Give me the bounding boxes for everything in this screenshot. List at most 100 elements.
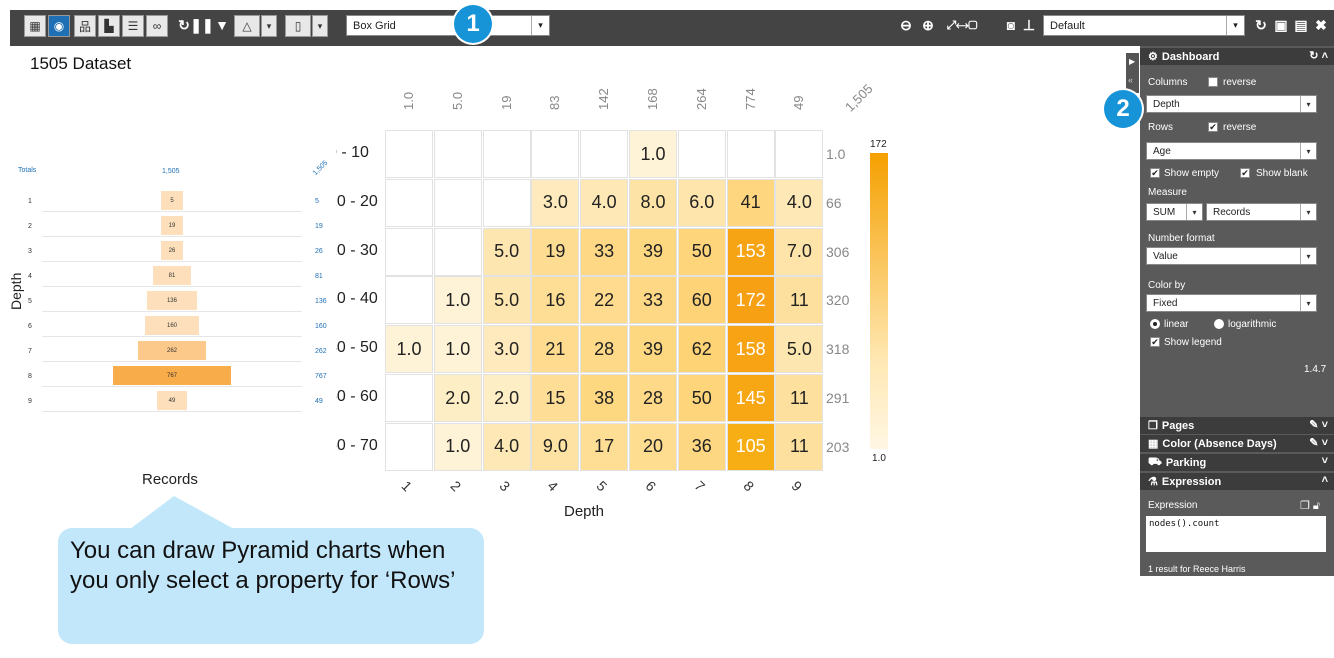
panel-collapse-strip[interactable]: ▶ « [1126,53,1139,93]
grid-cell[interactable]: 5.0 [482,276,531,325]
pyramid-bar[interactable]: 262 [137,341,207,360]
grid-cell[interactable]: 4.0 [775,178,824,227]
parking-header[interactable]: ⛟ Parking ˅ [1140,454,1334,471]
copy-unlock-icon[interactable]: ❐ 🔓︎ [1300,500,1321,512]
grid-cell[interactable]: 38 [580,374,629,422]
edit-collapse-icon[interactable]: ✎ ˅ [1309,419,1328,431]
list-icon[interactable]: ☰ [122,15,144,37]
grid-cell[interactable]: 60 [677,276,726,325]
expression-header[interactable]: ⚗ Expression ˄ [1140,473,1334,490]
grid-cell[interactable]: 3.0 [531,178,580,227]
columns-select[interactable]: Depth ▾ [1146,95,1317,113]
grid-cell[interactable]: 39 [629,227,677,276]
grid-cell[interactable]: 172 [726,276,775,325]
grid-cell[interactable] [385,422,433,471]
hierarchy-icon[interactable]: 品 [74,15,96,37]
grid-cell[interactable]: 62 [677,325,726,374]
close-icon[interactable]: ✖ [1315,16,1327,33]
grid-cell[interactable]: 1.0 [433,422,482,471]
grid-cell[interactable]: 11 [775,374,824,422]
grid-cell[interactable] [433,227,482,276]
grid-cell[interactable]: 5.0 [482,227,531,276]
grid-cell[interactable]: 105 [726,422,775,471]
refresh-icon[interactable]: ↻ [178,16,190,33]
grid-cell[interactable]: 8.0 [629,178,677,227]
pyramid-bar[interactable]: 19 [161,216,183,235]
grid-cell[interactable] [385,374,433,422]
pyramid-bar[interactable]: 26 [161,241,183,260]
pyramid-bar[interactable]: 767 [113,366,231,385]
grid-cell[interactable] [433,178,482,227]
triangle-icon[interactable]: △ [234,15,260,37]
linear-radio[interactable] [1150,319,1160,329]
grid-cell[interactable] [385,130,433,178]
grid-cell[interactable]: 19 [531,227,580,276]
grid-cell[interactable]: 41 [726,178,775,227]
grid-cell[interactable]: 9.0 [531,422,580,471]
show-legend-checkbox[interactable]: ✔ [1150,337,1160,347]
save-icon[interactable]: ▤ [1294,16,1308,33]
grid-cell[interactable]: 5.0 [775,325,824,374]
grid-cell[interactable]: 17 [580,422,629,471]
grid-cell[interactable]: 153 [726,227,775,276]
dashboard-icon[interactable]: ◉ [48,15,70,37]
show-empty-checkbox[interactable]: ✔ [1150,168,1160,178]
measure-field-select[interactable]: Records ▾ [1206,203,1317,221]
grid-cell[interactable]: 1.0 [629,130,677,178]
grid-cell[interactable] [580,130,629,178]
pyramid-bar[interactable]: 136 [147,291,197,310]
show-blank-checkbox[interactable]: ✔ [1240,168,1250,178]
grid-cell[interactable] [726,130,775,178]
color-by-select[interactable]: Fixed ▾ [1146,294,1317,312]
grid-cell[interactable]: 36 [677,422,726,471]
grid-cell[interactable]: 2.0 [433,374,482,422]
grid-cell[interactable]: 2.0 [482,374,531,422]
grid-cell[interactable] [385,178,433,227]
grid-cell[interactable]: 22 [580,276,629,325]
layout-select[interactable]: Default ▾ [1043,15,1245,36]
pages-header[interactable]: ❐ Pages ✎ ˅ [1140,417,1334,434]
pin-icon[interactable]: ⊥ [1022,16,1036,33]
pyramid-bar[interactable]: 160 [145,316,199,335]
grid-cell[interactable]: 28 [580,325,629,374]
grid-cell[interactable]: 21 [531,325,580,374]
link-icon[interactable]: ∞ [146,15,168,37]
pyramid-bar[interactable]: 5 [161,191,183,210]
save-as-icon[interactable]: ▣ [1274,16,1288,33]
grid-cell[interactable]: 1.0 [433,276,482,325]
grid-cell[interactable]: 16 [531,276,580,325]
pause-icon[interactable]: ❚❚ [190,16,214,33]
grid-cell[interactable]: 50 [677,227,726,276]
grid-cell[interactable]: 11 [775,422,824,471]
grid-cell[interactable]: 1.0 [385,325,433,374]
rows-reverse-checkbox[interactable]: ✔ [1208,122,1218,132]
view-select[interactable]: Box Grid ▾ [346,15,550,36]
grid-cell[interactable] [433,130,482,178]
grid-cell[interactable]: 7.0 [775,227,824,276]
bar-chart-icon[interactable]: ▙ [98,15,120,37]
grid-cell[interactable]: 39 [629,325,677,374]
grid-cell[interactable]: 4.0 [580,178,629,227]
measure-function-select[interactable]: SUM ▾ [1146,203,1203,221]
grid-cell[interactable]: 50 [677,374,726,422]
bookmark-dropdown-icon[interactable]: ▾ [312,15,328,37]
logarithmic-radio[interactable] [1214,319,1224,329]
table-icon[interactable]: ▦ [24,15,46,37]
grid-cell[interactable] [385,227,433,276]
rows-select[interactable]: Age ▾ [1146,142,1317,160]
grid-cell[interactable] [482,178,531,227]
chevron-down-icon[interactable]: ˅ [1321,455,1328,467]
grid-cell[interactable] [531,130,580,178]
pyramid-bar[interactable]: 49 [157,391,187,410]
chevron-up-icon[interactable]: ˄ [1321,474,1328,486]
camera-icon[interactable]: ◙ [1006,17,1016,33]
grid-cell[interactable] [385,276,433,325]
zoom-out-icon[interactable]: ⊖ [900,16,912,33]
grid-cell[interactable]: 4.0 [482,422,531,471]
number-format-select[interactable]: Value ▾ [1146,247,1317,265]
grid-cell[interactable] [677,130,726,178]
grid-cell[interactable]: 6.0 [677,178,726,227]
grid-cell[interactable]: 158 [726,325,775,374]
expression-input[interactable]: nodes().count [1146,516,1326,552]
color-section-header[interactable]: ▦ Color (Absence Days) ✎ ˅ [1140,435,1334,452]
